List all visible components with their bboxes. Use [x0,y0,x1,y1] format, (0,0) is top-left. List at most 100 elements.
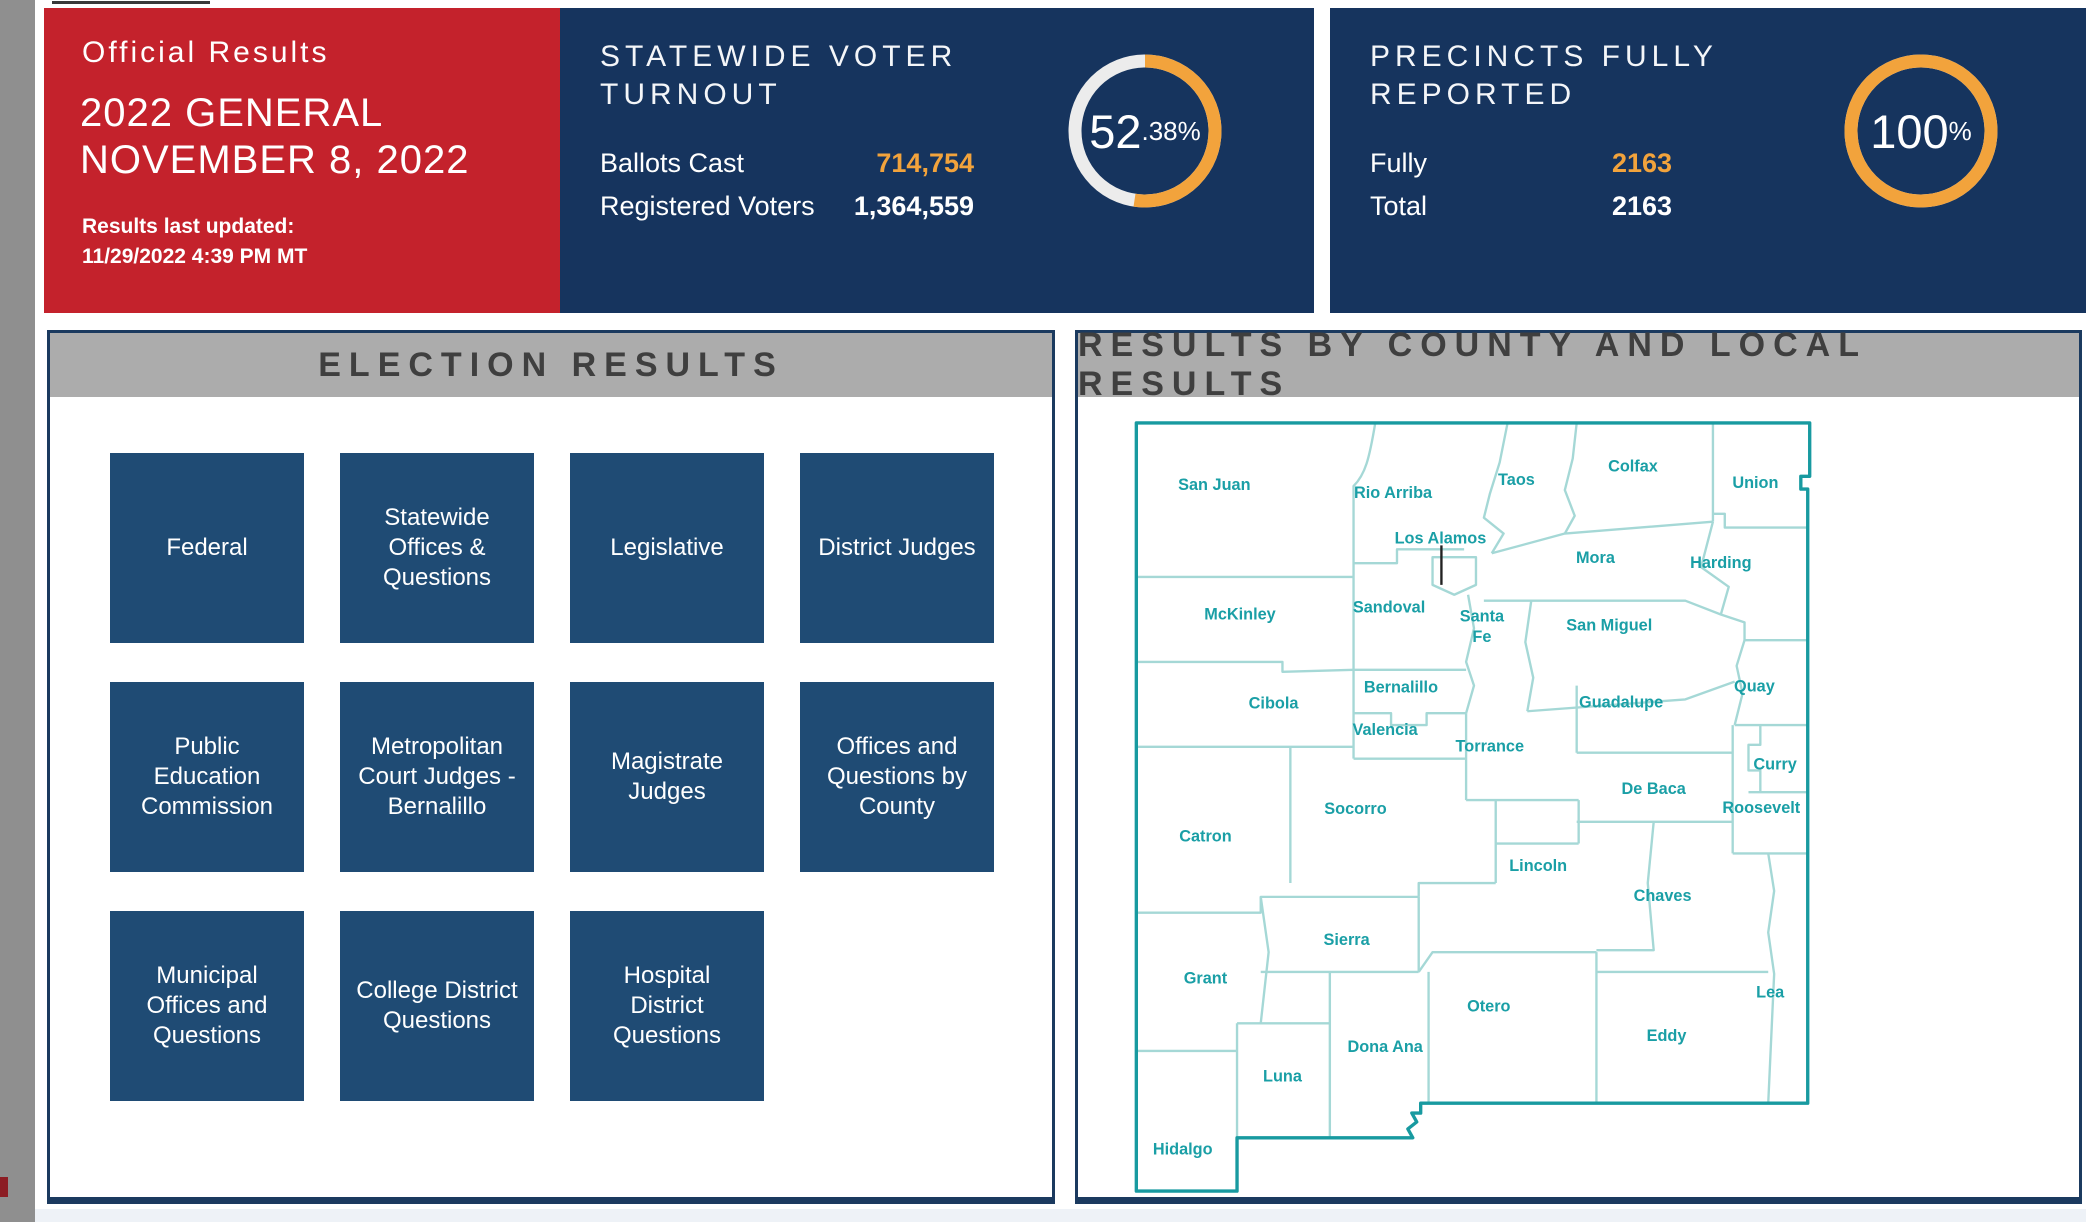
county-label-mora[interactable]: Mora [1576,549,1616,567]
total-precincts-row: Total 2163 [1370,185,1680,228]
turnout-stats: Ballots Cast 714,754 Registered Voters 1… [600,142,974,228]
county-label-union[interactable]: Union [1732,474,1778,492]
county-label-lincoln[interactable]: Lincoln [1509,857,1567,875]
county-label-taos[interactable]: Taos [1498,471,1535,489]
ballots-cast-value: 714,754 [876,148,974,178]
top-divider-line [52,1,210,4]
results-category-button[interactable]: Hospital District Questions [570,911,764,1101]
precincts-donut-label: 100% [1836,46,2006,216]
results-category-button[interactable]: Federal [110,453,304,643]
county-label-luna[interactable]: Luna [1263,1068,1303,1086]
county-labels: San Juan Rio Arriba Taos Colfax Union Los Ala… [1153,457,1801,1158]
button-row: Federal Statewide Offices & Questions Legi… [110,453,1052,643]
button-row: Public Education Commission Metropolitan … [110,682,1052,872]
ballots-cast-row: Ballots Cast 714,754 [600,142,974,185]
county-label-socorro[interactable]: Socorro [1324,800,1386,818]
county-label-mckinley[interactable]: McKinley [1204,605,1275,623]
county-label-sierra[interactable]: Sierra [1324,931,1371,949]
county-label-san-miguel[interactable]: San Miguel [1566,616,1652,634]
button-row: Municipal Offices and Questions College D… [110,911,1052,1101]
county-label-lea[interactable]: Lea [1756,984,1785,1002]
gutter-red-chip [0,1177,8,1197]
county-results-panel: RESULTS BY COUNTY AND LOCAL RESULTS [1075,326,2082,1204]
turnout-title: STATEWIDE VOTER TURNOUT [600,38,957,113]
results-updated-label: Results last updated: [82,215,295,238]
results-updated: Results last updated: 11/29/2022 4:39 PM… [82,212,307,273]
results-category-button[interactable]: Statewide Offices & Questions [340,453,534,643]
fully-reported-value: 2163 [1612,148,1673,178]
state-outline [1134,421,1812,1193]
county-label-harding[interactable]: Harding [1690,554,1752,572]
turnout-donut-label: 52.38% [1060,46,1230,216]
county-label-dona-ana[interactable]: Dona Ana [1347,1038,1423,1056]
county-label-hidalgo[interactable]: Hidalgo [1153,1141,1213,1159]
county-label-catron[interactable]: Catron [1179,828,1231,846]
results-category-button[interactable]: Public Education Commission [110,682,304,872]
county-label-guadalupe[interactable]: Guadalupe [1579,693,1663,711]
county-label-santa-fe[interactable]: Santa Fe [1460,607,1505,646]
precincts-box: PRECINCTS FULLY REPORTED Fully 2163 Tota… [1330,8,2086,313]
new-mexico-county-map[interactable]: San Juan Rio Arriba Taos Colfax Union Los Ala… [1128,419,1820,1199]
county-label-valencia[interactable]: Valencia [1353,721,1419,739]
county-label-torrance[interactable]: Torrance [1456,738,1524,756]
results-category-button[interactable]: Municipal Offices and Questions [110,911,304,1101]
precincts-pct-main: 100 [1870,104,1949,158]
fully-reported-label: Fully [1370,148,1428,178]
official-results-box: Official Results 2022 GENERAL NOVEMBER 8… [44,8,560,313]
results-category-button[interactable]: District Judges [800,453,994,643]
results-category-button[interactable]: Magistrate Judges [570,682,764,872]
turnout-donut-svg [1068,54,1222,208]
official-results-label: Official Results [82,36,330,69]
results-updated-value: 11/29/2022 4:39 PM MT [82,245,308,269]
registered-voters-value: 1,364,559 [853,191,974,222]
precincts-stats: Fully 2163 Total 2163 [1370,142,1680,228]
registered-voters-row: Registered Voters 1,364,559 [600,185,974,228]
election-name-line1: 2022 GENERAL [80,91,384,135]
county-label-chaves[interactable]: Chaves [1634,887,1692,905]
window-left-gutter [0,0,35,1222]
county-label-quay[interactable]: Quay [1734,678,1775,696]
election-name: 2022 GENERAL NOVEMBER 8, 2022 [80,90,470,184]
results-category-button[interactable]: College District Questions [340,911,534,1101]
turnout-pct-frac: .38% [1141,115,1201,146]
county-label-roosevelt[interactable]: Roosevelt [1722,799,1800,817]
county-label-san-juan[interactable]: San Juan [1178,476,1250,494]
fully-reported-row: Fully 2163 [1370,142,1680,185]
county-label-otero[interactable]: Otero [1467,997,1510,1015]
precincts-pct-symbol: % [1948,115,1972,146]
election-results-header: ELECTION RESULTS [50,333,1052,397]
turnout-title-line1: STATEWIDE VOTER [600,40,958,73]
county-label-eddy[interactable]: Eddy [1647,1027,1687,1045]
precincts-donut-chart: 100% [1836,46,2006,216]
county-label-rio-arriba[interactable]: Rio Arriba [1354,484,1433,502]
donut-value-arc [1068,54,1222,208]
election-results-panel: ELECTION RESULTS Federal Statewide Office… [47,330,1055,1204]
county-label-los-alamos[interactable]: Los Alamos [1395,529,1487,547]
county-label-bernalillo[interactable]: Bernalillo [1364,678,1438,696]
precincts-donut-svg [1844,54,1998,208]
turnout-title-line2: TURNOUT [600,77,782,111]
election-results-button-grid: Federal Statewide Offices & Questions Legi… [110,453,1052,1101]
county-label-curry[interactable]: Curry [1753,756,1796,774]
county-label-colfax[interactable]: Colfax [1608,457,1658,475]
precincts-title-line1: PRECINCTS FULLY [1370,40,1718,73]
donut-value-arc [1844,54,1998,208]
total-precincts-value: 2163 [1612,191,1673,222]
results-category-button[interactable]: Offices and Questions by County [800,682,994,872]
county-results-header: RESULTS BY COUNTY AND LOCAL RESULTS [1078,326,2079,403]
county-label-sandoval[interactable]: Sandoval [1353,599,1425,617]
precincts-title: PRECINCTS FULLY REPORTED [1370,38,1718,113]
turnout-pct-main: 52 [1089,104,1142,158]
county-label-cibola[interactable]: Cibola [1249,694,1300,712]
turnout-box: STATEWIDE VOTER TURNOUT Ballots Cast 714… [560,8,1314,313]
election-name-line2: NOVEMBER 8, 2022 [80,138,470,183]
total-precincts-label: Total [1370,191,1428,222]
registered-voters-label: Registered Voters [600,191,815,222]
county-label-grant[interactable]: Grant [1184,970,1228,988]
ballots-cast-label: Ballots Cast [600,148,745,178]
county-border-lines [1136,422,1808,1138]
results-category-button[interactable]: Legislative [570,453,764,643]
county-label-de-baca[interactable]: De Baca [1622,780,1687,798]
results-category-button[interactable]: Metropolitan Court Judges - Bernalillo [340,682,534,872]
precincts-title-line2: REPORTED [1370,77,1577,111]
